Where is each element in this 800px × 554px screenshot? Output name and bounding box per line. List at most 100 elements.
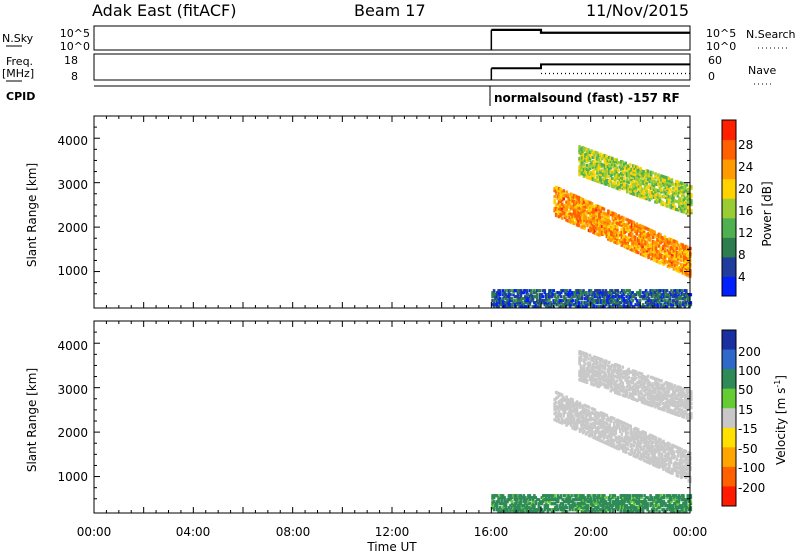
velocity-cell (582, 504, 585, 508)
velocity-cell (536, 508, 539, 512)
velocity-cell (639, 384, 642, 388)
velocity-cell (645, 436, 649, 440)
velocity-cell (631, 395, 635, 399)
velocity-cell (595, 429, 598, 433)
power-cell (668, 265, 671, 269)
velocity-cell (678, 451, 682, 455)
velocity-cell (624, 438, 628, 442)
power-cell (585, 163, 589, 167)
velocity-cell (497, 496, 500, 500)
velocity-cell (643, 377, 647, 381)
power-cell (663, 235, 667, 239)
power-cell (622, 181, 626, 185)
power-cell (645, 235, 649, 239)
velocity-cell (574, 409, 577, 413)
velocity-cell (656, 506, 660, 510)
velocity-cell (492, 494, 496, 498)
velocity-cell (540, 502, 544, 506)
velocity-cell (632, 428, 635, 432)
power-cell (513, 305, 517, 309)
power-cell (648, 184, 651, 188)
velocity-cell (543, 508, 547, 512)
velocity-cell (690, 394, 693, 398)
velocity-cell (677, 448, 680, 452)
velocity-cell (601, 494, 605, 498)
power-cell (640, 187, 644, 191)
velocity-cell (581, 419, 585, 423)
velocity-cell (563, 410, 567, 415)
power-cell (582, 170, 586, 174)
velocity-cell (534, 502, 538, 506)
velocity-cell (525, 498, 529, 502)
velocity-cell (637, 500, 640, 504)
power-cell (625, 164, 629, 168)
power-cell (677, 261, 680, 265)
velocity-cell (626, 500, 630, 504)
velocity-cell (663, 394, 666, 398)
power-cell (562, 189, 565, 193)
velocity-cell (618, 392, 622, 396)
velocity-cell (609, 494, 612, 498)
power-cell (621, 291, 624, 295)
power-cell (644, 293, 648, 297)
power-cell (616, 233, 619, 237)
velocity-cell (674, 498, 678, 502)
power-cell (572, 205, 576, 210)
power-cell (574, 212, 577, 216)
power-cell (565, 293, 569, 297)
power-cell (629, 293, 633, 297)
velocity-cell (594, 502, 597, 506)
velocity-cell (671, 447, 674, 451)
power-cell (599, 230, 603, 234)
velocity-cell (602, 370, 605, 374)
power-cell (540, 299, 544, 303)
power-cell (681, 203, 684, 208)
velocity-cell (587, 413, 591, 417)
power-cell (636, 239, 640, 243)
power-cell (594, 293, 597, 297)
power-cell (676, 291, 679, 295)
power-cell (585, 295, 588, 299)
power-scale-swatch (722, 198, 736, 219)
velocity-cell (617, 447, 621, 451)
power-cell (575, 211, 579, 215)
power-cell (494, 303, 497, 307)
velocity-cell (586, 427, 589, 431)
power-cell (603, 168, 607, 172)
power-cell (579, 147, 583, 151)
power-cell (602, 177, 605, 181)
velocity-cell (602, 420, 606, 424)
velocity-cell (641, 506, 645, 510)
power-cell (656, 249, 659, 254)
velocity-cell (556, 405, 559, 409)
power-cell (652, 195, 656, 199)
power-cell (653, 242, 656, 246)
power-cell (675, 183, 678, 187)
power-cell (674, 254, 677, 258)
velocity-cell (616, 504, 620, 508)
velocity-cell (645, 446, 649, 450)
power-cell (558, 303, 561, 307)
power-cell (581, 198, 585, 202)
power-cell (652, 303, 655, 307)
power-cell (635, 230, 638, 234)
power-cell (509, 299, 512, 303)
power-cell (658, 199, 662, 204)
velocity-cell (571, 500, 575, 504)
velocity-cell (651, 434, 655, 439)
power-cell (603, 291, 606, 295)
power-cell (599, 232, 603, 236)
velocity-cell (610, 417, 613, 422)
power-cell (595, 218, 598, 222)
velocity-cell (568, 414, 571, 419)
velocity-cell (582, 373, 586, 377)
power-cell (642, 194, 645, 198)
power-cell (629, 297, 633, 301)
power-cell (681, 267, 685, 271)
velocity-cell (638, 494, 642, 498)
velocity-cell (545, 504, 548, 508)
power-cell (690, 193, 693, 197)
power-cell (593, 213, 597, 217)
velocity-cell (622, 439, 625, 443)
velocity-cell (602, 378, 605, 382)
